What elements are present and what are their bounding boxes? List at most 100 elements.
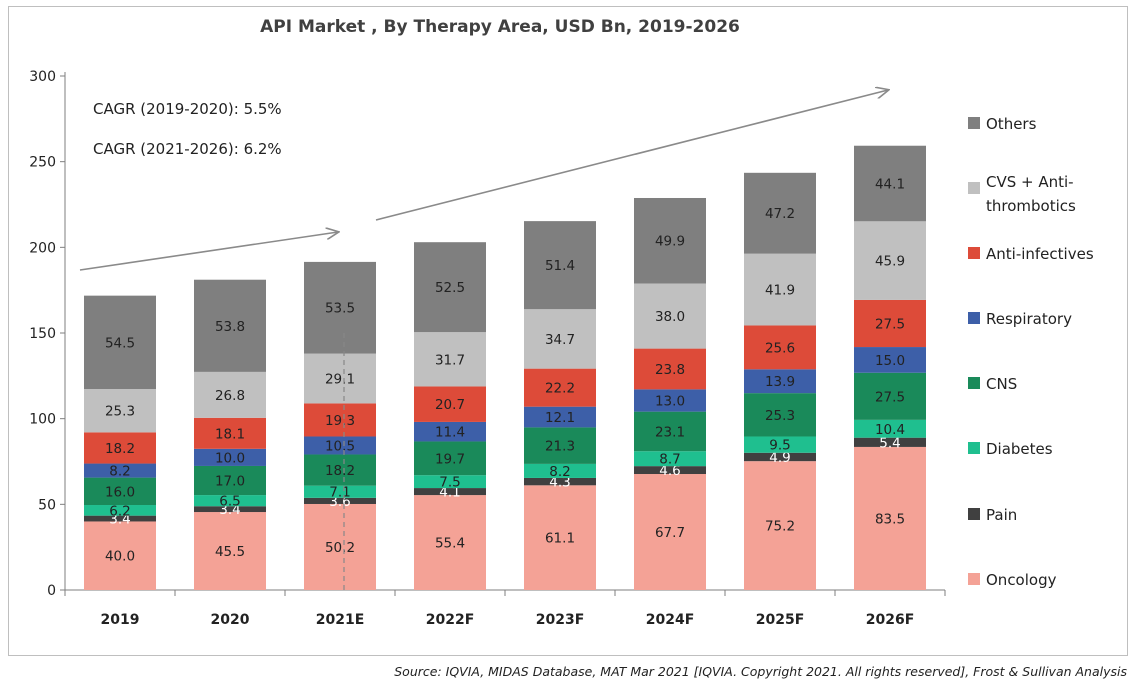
stacked-bar-chart: API Market , By Therapy Area, USD Bn, 20…	[29, 17, 1094, 628]
chart-title: API Market , By Therapy Area, USD Bn, 20…	[260, 17, 740, 37]
bar-segment	[194, 371, 266, 418]
data-label: 53.8	[215, 319, 245, 335]
y-tick-label: 300	[29, 69, 56, 85]
data-label: 83.5	[875, 511, 905, 527]
data-label: 55.4	[435, 536, 465, 552]
bar-segment	[524, 309, 596, 369]
data-label: 27.5	[875, 316, 905, 332]
data-label: 4.9	[769, 450, 790, 466]
x-tick-label: 2021E	[316, 612, 365, 628]
cagr-annotation-2021-2026: CAGR (2021-2026): 6.2%	[93, 140, 282, 158]
legend-label: Respiratory	[986, 310, 1072, 328]
data-label: 50.2	[325, 540, 355, 556]
data-label: 51.4	[545, 258, 575, 274]
bar-segment	[524, 368, 596, 407]
data-label: 7.1	[329, 485, 350, 501]
data-label: 15.0	[875, 353, 905, 369]
data-label: 25.3	[105, 404, 135, 420]
x-tick-label: 2024F	[646, 612, 695, 628]
legend: Others CVS + Anti-thrombotics Anti-infecti…	[968, 115, 1094, 589]
bar-segment	[414, 386, 486, 422]
x-tick-label: 2022F	[426, 612, 475, 628]
data-label: 23.1	[655, 424, 685, 440]
legend-swatch	[968, 377, 980, 389]
bar-segment	[84, 505, 156, 516]
bar-segment	[634, 283, 706, 349]
x-tick-label: 2020	[211, 612, 250, 628]
bar-segment	[414, 242, 486, 333]
data-label: 45.5	[215, 544, 245, 560]
data-label: 19.3	[325, 413, 355, 429]
data-label: 7.5	[439, 475, 460, 491]
bar-segment	[304, 353, 376, 404]
data-label: 5.4	[879, 435, 900, 451]
bar-segment	[524, 477, 596, 486]
legend-label: CVS + Anti-	[986, 173, 1074, 191]
data-label: 44.1	[875, 177, 905, 193]
data-label: 61.1	[545, 531, 575, 547]
bar-segment	[304, 503, 376, 590]
x-tick-label: 2025F	[756, 612, 805, 628]
data-label: 4.1	[439, 485, 460, 501]
legend-label: Anti-infectives	[986, 245, 1094, 263]
bar-segment	[304, 261, 376, 354]
source-note: Source: IQVIA, MIDAS Database, MAT Mar 2…	[394, 664, 1127, 679]
data-label: 26.8	[215, 388, 245, 404]
plot-area: 05010015020025030040.03.46.216.08.218.22…	[29, 69, 946, 628]
y-tick-label: 100	[29, 412, 56, 428]
y-tick-label: 200	[29, 240, 56, 256]
data-label: 9.5	[769, 438, 790, 454]
bar-segment	[634, 197, 706, 284]
bar-segment	[414, 495, 486, 590]
data-label: 8.7	[659, 452, 680, 468]
data-label: 6.2	[109, 503, 130, 519]
bar-segment	[634, 451, 706, 467]
bar-segment	[634, 348, 706, 390]
data-label: 52.5	[435, 280, 465, 296]
bar-segment	[84, 432, 156, 464]
bar-segment	[634, 474, 706, 590]
data-label: 31.7	[435, 352, 465, 368]
data-label: 53.5	[325, 301, 355, 317]
legend-label: Pain	[986, 506, 1017, 524]
data-label: 8.2	[109, 464, 130, 480]
bar-segment	[84, 389, 156, 433]
bar-segment	[84, 477, 156, 506]
bar-segment	[854, 299, 926, 348]
bar-segment	[524, 221, 596, 310]
bar-segment	[304, 403, 376, 437]
legend-label: CNS	[986, 375, 1017, 393]
data-label: 25.6	[765, 340, 795, 356]
bar-segment	[854, 145, 926, 222]
data-label: 4.6	[659, 463, 680, 479]
bar-segment	[414, 332, 486, 387]
bar-segment	[414, 441, 486, 476]
data-label: 13.0	[655, 394, 685, 410]
data-label: 13.9	[765, 374, 795, 390]
bar-segment	[414, 421, 486, 442]
legend-swatch	[968, 312, 980, 324]
data-label: 18.2	[105, 441, 135, 457]
legend-label: thrombotics	[986, 197, 1076, 215]
data-label: 17.0	[215, 474, 245, 490]
bar-segment	[524, 406, 596, 428]
legend-swatch	[968, 117, 980, 129]
data-label: 19.7	[435, 451, 465, 467]
data-label: 34.7	[545, 332, 575, 348]
bar-segment	[524, 485, 596, 590]
data-label: 11.4	[435, 425, 465, 441]
data-label: 6.5	[219, 494, 240, 510]
data-label: 23.8	[655, 362, 685, 378]
x-tick-label: 2023F	[536, 612, 585, 628]
legend-swatch	[968, 573, 980, 585]
data-label: 29.1	[325, 371, 355, 387]
bar-segment	[854, 419, 926, 438]
bar-segment	[524, 463, 596, 478]
data-label: 8.2	[549, 464, 570, 480]
bar-segment	[634, 466, 706, 475]
bar-segment	[634, 411, 706, 452]
bar-segment	[744, 393, 816, 437]
data-label: 3.6	[329, 494, 350, 510]
legend-label: Others	[986, 115, 1037, 133]
bar-segment	[194, 465, 266, 496]
